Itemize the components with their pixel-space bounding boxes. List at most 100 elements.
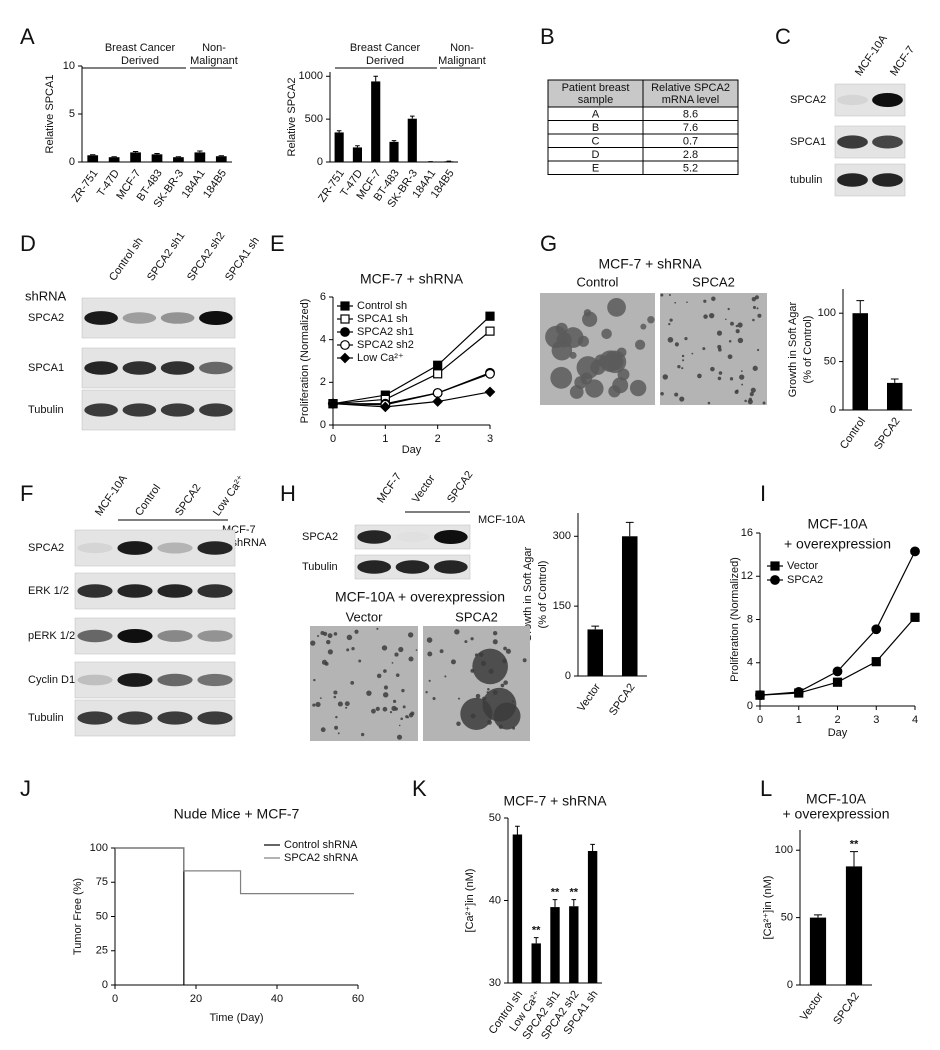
group-label: Non- <box>202 42 226 54</box>
colony <box>391 662 394 664</box>
colony <box>319 697 322 700</box>
bar <box>194 152 206 162</box>
blot-band <box>84 361 118 375</box>
colony <box>457 697 461 700</box>
colony <box>748 397 752 401</box>
colony <box>735 329 740 334</box>
colony <box>505 648 511 654</box>
series-line <box>332 315 491 405</box>
group-label: Breast Cancer <box>105 42 176 54</box>
x-tick-label: SPCA2 <box>872 416 903 452</box>
x-tick-label: ZR-751 <box>70 168 101 205</box>
panel-label: H <box>280 481 296 506</box>
blot-band <box>872 135 903 149</box>
bar <box>587 629 604 676</box>
blot-band <box>77 542 113 554</box>
error-bar <box>571 899 577 907</box>
colony <box>335 715 338 719</box>
micrograph-label: SPCA2 <box>455 609 498 624</box>
colony <box>697 373 702 379</box>
x-tick-label: 2 <box>435 433 441 445</box>
colony <box>707 401 711 405</box>
colony <box>744 399 747 403</box>
error-bar <box>373 75 378 82</box>
legend-label: SPCA2 <box>787 574 823 586</box>
y-tick-label: 0 <box>787 979 793 991</box>
chart-title: Nude Mice + MCF-7 <box>174 806 300 822</box>
blot-band <box>197 541 233 555</box>
row-label: tubulin <box>790 174 822 186</box>
micrograph-label: SPCA2 <box>692 274 735 289</box>
bar <box>407 118 417 162</box>
row-label: pERK 1/2 <box>28 630 75 642</box>
chart-title: MCF-7 + shRNA <box>360 271 464 287</box>
colony <box>382 706 388 712</box>
colony <box>710 366 715 372</box>
colony <box>479 652 484 657</box>
colony <box>500 683 505 688</box>
blot-band <box>199 311 233 325</box>
marker <box>339 352 351 364</box>
y-axis-label: Growth in Soft Agar <box>787 301 799 397</box>
colony <box>737 337 744 344</box>
table-cell: 5.2 <box>683 163 698 175</box>
colony <box>583 309 592 317</box>
colony <box>395 673 400 677</box>
colony <box>702 347 706 351</box>
error-bar <box>355 145 360 148</box>
y-axis-label: Proliferation (Normalized) <box>299 299 311 424</box>
colony <box>669 318 673 322</box>
y-tick-label: 0 <box>830 404 836 416</box>
blot-band <box>84 311 118 325</box>
x-tick-label: 0 <box>112 993 118 1005</box>
marker <box>871 624 882 635</box>
colony <box>396 734 403 740</box>
colony <box>502 658 507 664</box>
marker <box>327 398 339 410</box>
marker <box>340 301 350 311</box>
x-tick-label: 1 <box>382 433 388 445</box>
colony <box>472 648 508 685</box>
marker <box>484 386 496 398</box>
colony <box>320 727 326 733</box>
colony <box>324 661 329 666</box>
blot-band <box>122 361 157 375</box>
colony <box>684 337 688 341</box>
blot-band <box>160 312 195 324</box>
colony <box>737 322 743 328</box>
error-bar <box>890 378 899 383</box>
y-tick-label: 75 <box>96 876 108 888</box>
colony <box>667 336 674 343</box>
colony <box>674 301 677 304</box>
colony <box>400 717 403 721</box>
blot-band <box>357 560 392 574</box>
blot-band <box>837 94 868 106</box>
x-tick-label: 3 <box>873 714 879 726</box>
colony <box>740 370 743 373</box>
y-axis-label: Tumor Free (%) <box>72 878 84 955</box>
colony <box>585 379 604 398</box>
colony <box>470 637 474 641</box>
x-tick-label: 0 <box>330 433 336 445</box>
blot-band <box>77 629 113 643</box>
colony <box>681 367 684 370</box>
row-label: Cyclin D1 <box>28 674 75 686</box>
colony <box>407 632 414 638</box>
marker <box>379 401 391 413</box>
bar <box>845 866 863 985</box>
lane-label: Vector <box>410 473 438 506</box>
lane-label: SPCA1 sh <box>223 235 262 283</box>
colony <box>503 680 508 685</box>
x-tick-label: 1 <box>796 714 802 726</box>
error-bar <box>154 153 160 155</box>
panel-label: F <box>20 481 33 506</box>
colony <box>608 385 621 398</box>
chart-title: MCF-10A <box>806 791 867 807</box>
bar <box>886 382 903 410</box>
y-tick-label: 0 <box>565 670 571 682</box>
colony <box>660 293 664 297</box>
chart-title: + overexpression <box>784 536 891 552</box>
x-tick-label: SPCA2 <box>607 682 638 718</box>
y-tick-label: 100 <box>818 307 836 319</box>
lane-label: SPCA2 <box>445 469 476 505</box>
